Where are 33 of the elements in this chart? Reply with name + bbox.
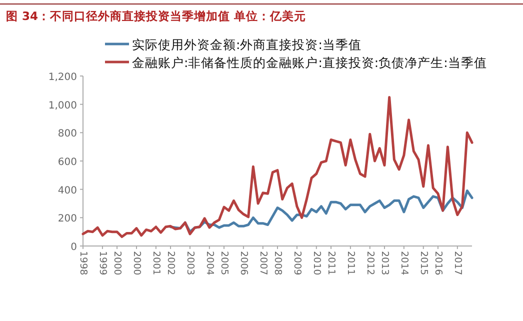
- x-tick-label: 2002: [165, 251, 176, 276]
- x-tick-label: 2007: [257, 251, 268, 276]
- x-tick-label: 2000: [112, 251, 123, 276]
- x-tick-label: 2009: [291, 251, 302, 276]
- legend-label: 金融账户:非储备性质的金融账户:直接投资:负债净产生:当季值: [132, 55, 487, 70]
- x-tick-label: 2011: [325, 251, 336, 276]
- x-tick-label: 2008: [272, 251, 283, 276]
- x-tick-label: 2013: [378, 251, 390, 276]
- chart-title: 图 34：不同口径外商直接投资当季增加值 单位：亿美元: [6, 9, 306, 23]
- legend-label: 实际使用外资金额:外商直接投资:当季值: [132, 37, 362, 52]
- x-tick-label: 2016: [432, 251, 444, 276]
- x-tick-label: 2015: [418, 251, 429, 276]
- y-tick-label: 800: [58, 128, 77, 140]
- x-tick-label: 1999: [96, 251, 108, 276]
- x-tick-label: 2012: [364, 251, 376, 276]
- x-tick-label: 2003: [184, 251, 196, 276]
- x-tick-label: 2017: [452, 251, 463, 276]
- x-tick-label: 2014: [398, 251, 410, 276]
- y-tick-label: 0: [70, 242, 77, 253]
- y-tick-label: 600: [58, 157, 77, 168]
- y-tick-label: 400: [58, 185, 77, 196]
- x-tick-label: 2001: [150, 251, 162, 276]
- x-tick-label: 2010: [310, 251, 322, 276]
- x-tick-label: 2004: [204, 251, 215, 276]
- y-tick-label: 1,000: [48, 100, 77, 112]
- y-tick-label: 1,200: [48, 72, 77, 83]
- x-tick-label: 2006: [238, 251, 249, 276]
- y-tick-label: 200: [58, 214, 77, 225]
- line-series: [82, 96, 474, 238]
- x-tick-label: 1998: [78, 251, 88, 276]
- x-tick-label: 2011: [344, 251, 356, 276]
- x-tick-label: 2000: [130, 251, 142, 276]
- x-tick-label: 2005: [218, 251, 230, 276]
